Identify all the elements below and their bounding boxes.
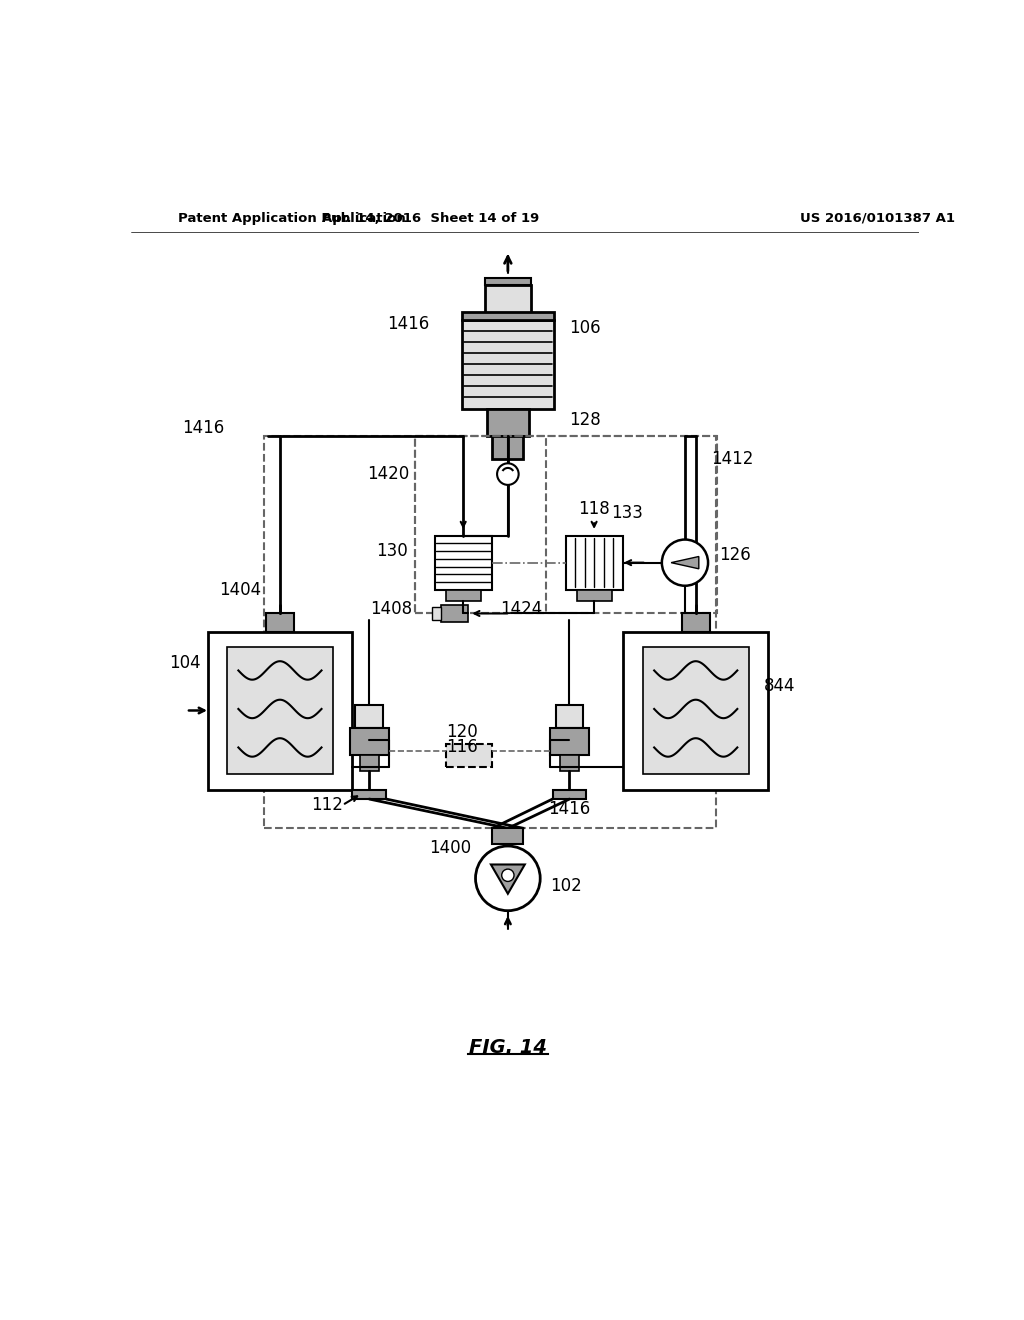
Bar: [643, 647, 749, 775]
Bar: [446, 743, 493, 767]
Bar: [484, 277, 531, 285]
Bar: [441, 605, 468, 622]
Text: 1404: 1404: [219, 581, 262, 598]
Bar: [355, 705, 383, 729]
Text: 1416: 1416: [182, 418, 224, 437]
Bar: [226, 647, 333, 775]
Text: 130: 130: [377, 543, 409, 560]
Bar: [435, 536, 493, 590]
Text: 1412: 1412: [712, 450, 754, 467]
Bar: [565, 536, 624, 590]
Text: US 2016/0101387 A1: US 2016/0101387 A1: [801, 213, 955, 224]
Text: 102: 102: [550, 876, 582, 895]
Circle shape: [502, 869, 514, 882]
Bar: [416, 436, 547, 612]
Text: 844: 844: [764, 677, 796, 694]
Bar: [352, 789, 386, 799]
Bar: [446, 590, 481, 601]
Circle shape: [662, 540, 708, 586]
Bar: [360, 755, 379, 771]
Bar: [416, 436, 717, 612]
Bar: [560, 755, 579, 771]
Bar: [493, 829, 523, 843]
Text: 126: 126: [719, 546, 751, 564]
Bar: [624, 632, 768, 789]
Text: FIG. 14: FIG. 14: [469, 1039, 547, 1057]
Text: 104: 104: [169, 653, 201, 672]
Text: Apr. 14, 2016  Sheet 14 of 19: Apr. 14, 2016 Sheet 14 of 19: [323, 213, 540, 224]
Text: 1416: 1416: [387, 315, 429, 333]
Bar: [208, 632, 352, 789]
Bar: [266, 612, 294, 632]
Text: Patent Application Publication: Patent Application Publication: [178, 213, 407, 224]
Circle shape: [497, 463, 518, 484]
Bar: [550, 729, 589, 755]
Text: 1416: 1416: [548, 800, 591, 818]
Bar: [556, 705, 584, 729]
Text: 128: 128: [569, 412, 601, 429]
Circle shape: [475, 846, 541, 911]
Text: 133: 133: [611, 504, 643, 521]
Text: 1408: 1408: [370, 599, 412, 618]
Text: 1400: 1400: [429, 838, 471, 857]
Bar: [462, 313, 554, 321]
Text: 1420: 1420: [368, 465, 410, 483]
Text: 116: 116: [445, 738, 477, 756]
Text: 106: 106: [569, 319, 601, 337]
Bar: [493, 436, 523, 459]
Bar: [682, 612, 710, 632]
Text: 118: 118: [579, 500, 610, 517]
Bar: [432, 607, 441, 620]
Bar: [487, 409, 529, 436]
Bar: [578, 590, 611, 601]
Polygon shape: [671, 557, 698, 569]
Text: 112: 112: [311, 796, 343, 814]
Bar: [264, 436, 716, 829]
Bar: [484, 285, 531, 321]
Text: 120: 120: [445, 723, 477, 741]
Polygon shape: [490, 865, 524, 894]
Bar: [462, 321, 554, 409]
Bar: [350, 729, 388, 755]
Text: 1424: 1424: [501, 599, 543, 618]
Bar: [553, 789, 587, 799]
